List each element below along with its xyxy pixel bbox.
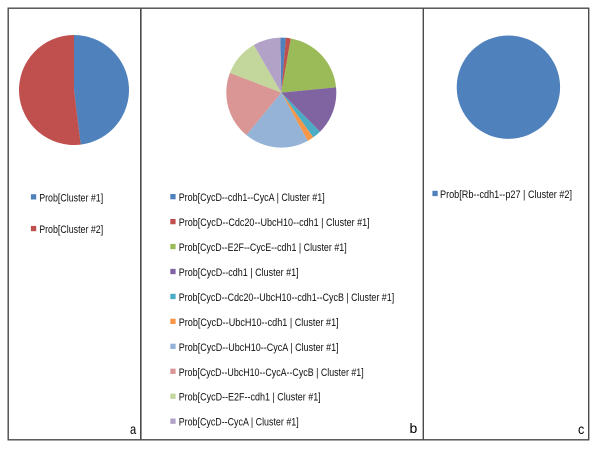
svg-text:Prob[CycD--UbcH10--cdh1 | Clus: Prob[CycD--UbcH10--cdh1 | Cluster #1] (179, 317, 339, 329)
svg-text:Prob[CycD--Cdc20--UbcH10--cdh1: Prob[CycD--Cdc20--UbcH10--cdh1--CycB | C… (179, 292, 395, 304)
svg-text:Prob[CycD--Cdc20--UbcH10--cdh1: Prob[CycD--Cdc20--UbcH10--cdh1 | Cluster… (179, 217, 370, 229)
svg-text:Prob[CycD--cdh1 | Cluster #1]: Prob[CycD--cdh1 | Cluster #1] (179, 267, 299, 279)
svg-text:Prob[CycD--E2F--CycE--cdh1 | C: Prob[CycD--E2F--CycE--cdh1 | Cluster #1] (179, 242, 347, 254)
svg-text:b: b (410, 420, 418, 436)
svg-text:Prob[CycD--UbcH10--CycA | Clus: Prob[CycD--UbcH10--CycA | Cluster #1] (179, 342, 339, 354)
svg-text:Prob[CycD--UbcH10--CycA--CycB: Prob[CycD--UbcH10--CycA--CycB | Cluster … (179, 367, 364, 379)
svg-text:Prob[Cluster #2]: Prob[Cluster #2] (39, 224, 103, 236)
svg-text:Prob[CycD--CycA | Cluster #1]: Prob[CycD--CycA | Cluster #1] (179, 417, 299, 429)
svg-text:Prob[CycD--E2F--cdh1 | Cluster: Prob[CycD--E2F--cdh1 | Cluster #1] (179, 392, 321, 404)
svg-text:Prob[Rb--cdh1--p27 | Cluster #: Prob[Rb--cdh1--p27 | Cluster #2] (440, 189, 572, 201)
svg-text:Prob[CycD--cdh1--CycA | Cluste: Prob[CycD--cdh1--CycA | Cluster #1] (179, 192, 325, 204)
svg-text:Prob[Cluster #1]: Prob[Cluster #1] (39, 192, 103, 204)
svg-text:a: a (130, 421, 136, 437)
svg-text:c: c (578, 421, 584, 437)
